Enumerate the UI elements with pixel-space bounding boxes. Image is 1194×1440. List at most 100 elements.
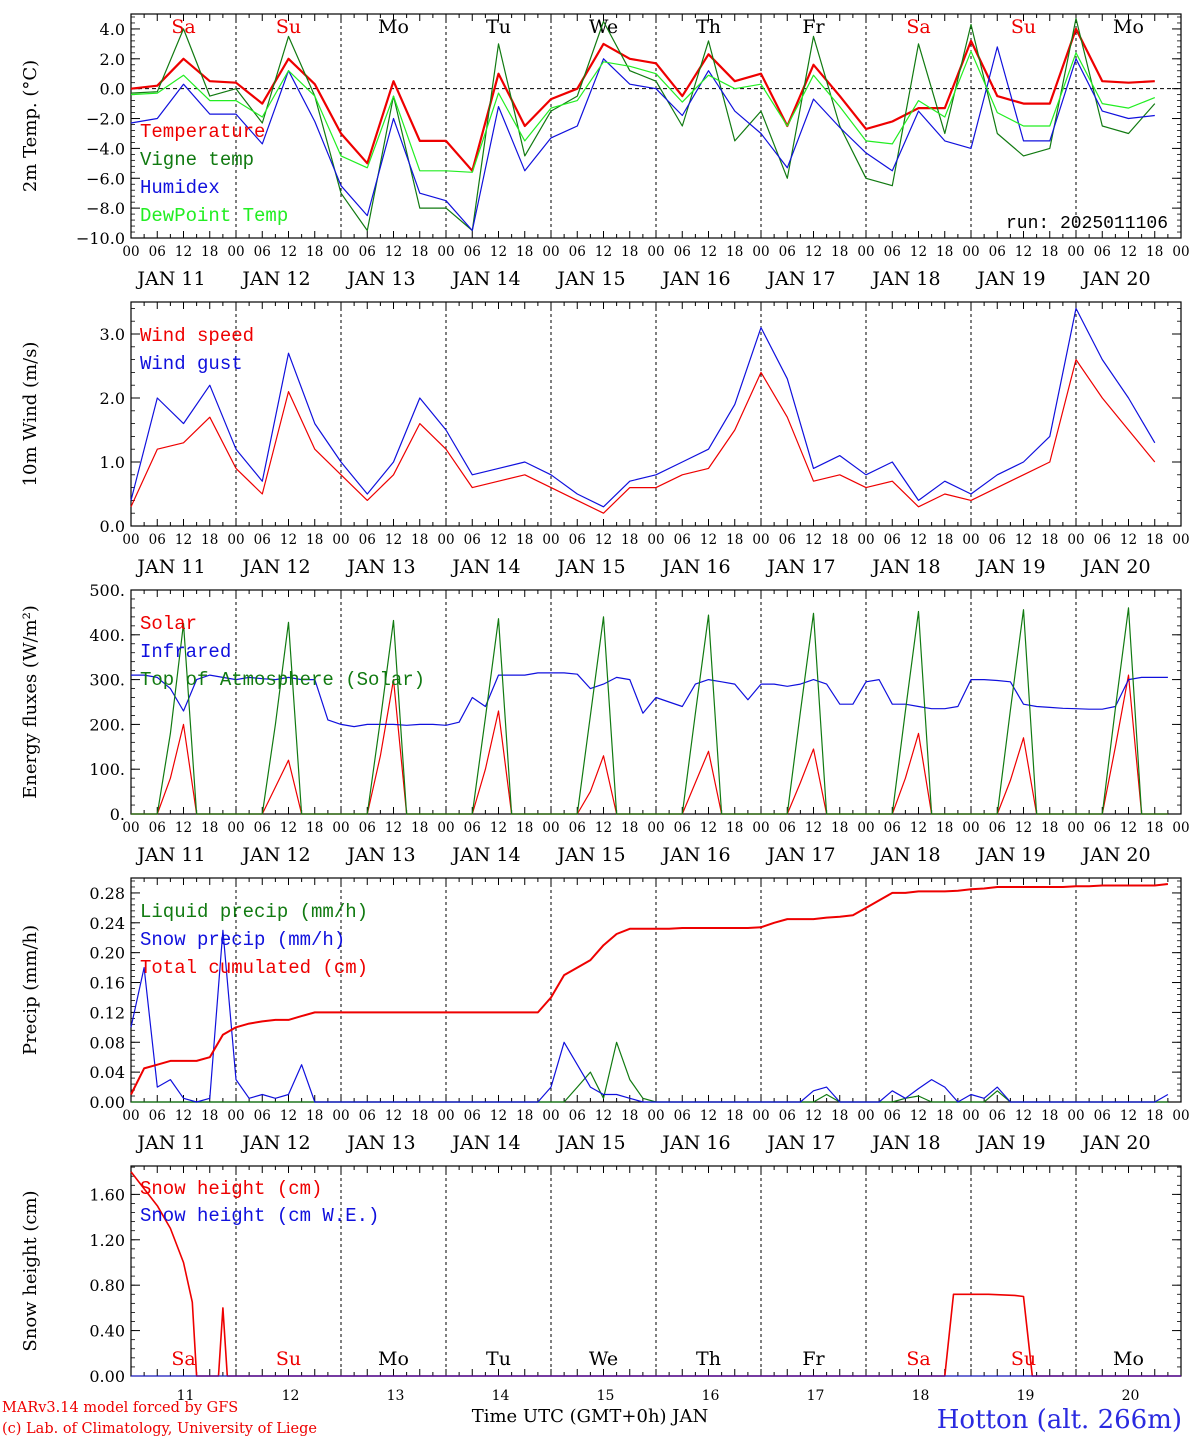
x-hour-label: 00 bbox=[1067, 244, 1084, 260]
weekday-label: Su bbox=[276, 16, 301, 38]
x-hour-label: 18 bbox=[201, 1108, 218, 1124]
x-hour-label: 12 bbox=[280, 820, 297, 836]
x-hour-label: 00 bbox=[227, 244, 244, 260]
y-tick-label: 0.16 bbox=[89, 974, 125, 993]
x-hour-label: 18 bbox=[306, 244, 323, 260]
x-hour-label: 18 bbox=[726, 1108, 743, 1124]
x-hour-label: 18 bbox=[306, 820, 323, 836]
y-axis-title: 10m Wind (m/s) bbox=[20, 342, 41, 487]
y-tick-label: 4.0 bbox=[100, 20, 125, 39]
x-hour-label: 00 bbox=[437, 532, 454, 548]
y-tick-label: 500. bbox=[89, 581, 125, 600]
x-hour-label: 00 bbox=[437, 244, 454, 260]
y-tick-label: 400. bbox=[89, 626, 125, 645]
x-hour-label: 12 bbox=[1120, 1108, 1137, 1124]
x-hour-label: 06 bbox=[1094, 820, 1111, 836]
y-axis-title: Energy fluxes (W/m²) bbox=[20, 605, 41, 799]
y-tick-label: 200. bbox=[89, 715, 125, 734]
x-day-label: JAN 14 bbox=[450, 268, 520, 290]
x-hour-label: 18 bbox=[201, 820, 218, 836]
legend-entry: Wind speed bbox=[140, 325, 254, 347]
x-hour-label: 18 bbox=[201, 244, 218, 260]
x-hour-label: 00 bbox=[1172, 244, 1189, 260]
x-day-label: JAN 11 bbox=[135, 556, 205, 578]
weekday-label: Mo bbox=[378, 1348, 409, 1370]
weekday-label: Mo bbox=[378, 16, 409, 38]
y-tick-label: 2.0 bbox=[100, 389, 125, 408]
x-day-label: JAN 19 bbox=[975, 556, 1045, 578]
x-hour-label: 12 bbox=[805, 244, 822, 260]
x-hour-label: 18 bbox=[411, 244, 428, 260]
x-hour-label: 12 bbox=[910, 532, 927, 548]
x-hour-label: 12 bbox=[1015, 1108, 1032, 1124]
x-hour-label: 12 bbox=[175, 244, 192, 260]
x-hour-label: 18 bbox=[201, 532, 218, 548]
x-hour-label: 18 bbox=[621, 244, 638, 260]
y-tick-label: 0.00 bbox=[89, 1093, 125, 1112]
x-day-number: 12 bbox=[282, 1388, 300, 1404]
x-hour-label: 18 bbox=[1041, 1108, 1058, 1124]
panel-temp: 4.0 2.0 0.0 −2.0 −4.0 −6.0 −8.0 −10.0 2m Temp. (… bbox=[20, 13, 1190, 290]
x-day-label: JAN 18 bbox=[870, 1132, 940, 1154]
x-hour-label: 00 bbox=[857, 244, 874, 260]
run-label: run: 2025011106 bbox=[1006, 214, 1168, 234]
x-hour-label: 18 bbox=[831, 1108, 848, 1124]
x-hour-label: 06 bbox=[1094, 244, 1111, 260]
x-day-label: JAN 20 bbox=[1080, 556, 1150, 578]
y-tick-label: 0.24 bbox=[89, 914, 125, 933]
x-hour-label: 12 bbox=[490, 820, 507, 836]
x-hour-label: 18 bbox=[516, 820, 533, 836]
x-hour-label: 06 bbox=[989, 820, 1006, 836]
x-hour-label: 06 bbox=[464, 244, 481, 260]
x-hour-label: 12 bbox=[490, 1108, 507, 1124]
y-tick-label: −4.0 bbox=[86, 139, 125, 158]
x-hour-label: 06 bbox=[1094, 1108, 1111, 1124]
weekday-label: Th bbox=[696, 16, 721, 38]
x-hour-label: 00 bbox=[962, 1108, 979, 1124]
x-axis-title: Time UTC (GMT+0h) JAN bbox=[472, 1406, 709, 1427]
y-tick-label: 0.04 bbox=[89, 1063, 125, 1082]
weekday-label: Tu bbox=[486, 1348, 511, 1370]
x-hour-label: 00 bbox=[1172, 1108, 1189, 1124]
x-day-label: JAN 20 bbox=[1080, 268, 1150, 290]
x-hour-label: 18 bbox=[306, 532, 323, 548]
x-hour-label: 12 bbox=[1120, 532, 1137, 548]
y-tick-label: 3.0 bbox=[100, 325, 125, 344]
x-hour-label: 00 bbox=[332, 532, 349, 548]
y-tick-label: 1.60 bbox=[89, 1185, 125, 1204]
x-hour-label: 18 bbox=[1146, 1108, 1163, 1124]
weekday-label: Su bbox=[1011, 16, 1036, 38]
x-day-label: JAN 14 bbox=[450, 844, 520, 866]
y-tick-label: 0.80 bbox=[89, 1276, 125, 1295]
x-day-number: 18 bbox=[912, 1388, 930, 1404]
x-day-label: JAN 12 bbox=[240, 844, 310, 866]
y-tick-label: 0. bbox=[110, 805, 125, 824]
x-day-label: JAN 14 bbox=[450, 1132, 520, 1154]
weekday-label: Sa bbox=[906, 1348, 930, 1370]
x-hour-label: 06 bbox=[989, 244, 1006, 260]
x-hour-label: 18 bbox=[936, 532, 953, 548]
y-tick-label: 0.0 bbox=[100, 80, 125, 99]
x-hour-label: 00 bbox=[857, 532, 874, 548]
x-hour-label: 18 bbox=[1041, 532, 1058, 548]
x-hour-label: 18 bbox=[1041, 820, 1058, 836]
x-hour-label: 00 bbox=[1172, 532, 1189, 548]
x-day-label: JAN 20 bbox=[1080, 844, 1150, 866]
x-hour-label: 12 bbox=[490, 532, 507, 548]
x-hour-label: 00 bbox=[542, 532, 559, 548]
x-hour-label: 00 bbox=[1067, 1108, 1084, 1124]
x-hour-label: 12 bbox=[175, 1108, 192, 1124]
x-hour-label: 00 bbox=[332, 820, 349, 836]
x-hour-label: 18 bbox=[1146, 820, 1163, 836]
x-day-label: JAN 13 bbox=[345, 844, 415, 866]
x-hour-label: 06 bbox=[674, 820, 691, 836]
x-hour-label: 18 bbox=[621, 1108, 638, 1124]
x-day-label: JAN 17 bbox=[765, 556, 835, 578]
y-tick-label: 0.28 bbox=[89, 884, 125, 903]
x-day-label: JAN 18 bbox=[870, 268, 940, 290]
x-hour-label: 06 bbox=[1094, 532, 1111, 548]
x-day-label: JAN 16 bbox=[660, 1132, 730, 1154]
x-hour-label: 00 bbox=[437, 820, 454, 836]
panel-snow: 1.60 1.20 0.80 0.40 0.00 Snow height (cm) 11 12… bbox=[20, 1165, 1182, 1404]
